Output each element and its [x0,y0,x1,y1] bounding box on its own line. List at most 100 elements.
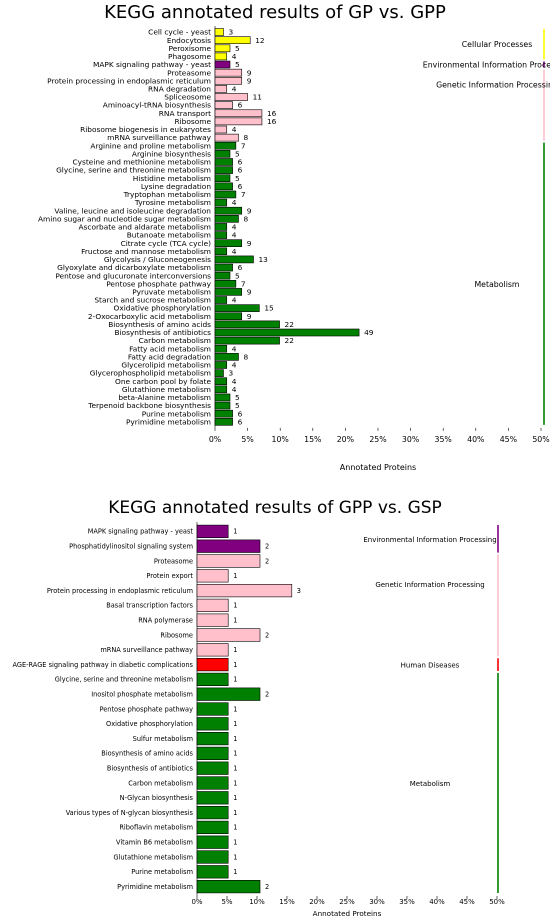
category-label-oxidative-phosphorylation: Oxidative phosphorylation [106,720,193,728]
x-axis-label: Annotated Proteins [340,463,416,472]
bar-purine-metabolism [214,409,233,418]
category-label-ribosome: Ribosome [174,117,211,126]
bar-sulfur-metabolism [196,732,229,746]
bar-ascorbate-and-aldarate-metabolism [214,223,228,231]
bar-starch-and-sucrose-metabolism [214,296,228,304]
bar-n-glycan-biosynthesis [196,791,229,805]
bar-chart-svg: Cell cycle - yeast 3 Endocytosis 12 Peroxiso… [38,26,550,472]
bar-pyrimidine-metabolism [214,418,233,426]
count-label-peroxisome: 5 [235,44,240,53]
count-label-basal-transcription-factors: 1 [233,602,237,610]
group-label-human-diseases: Human Diseases [401,662,460,670]
count-label-ribosome: 16 [267,117,277,126]
x-tick-label: 40% [429,898,445,906]
category-label-n-glycan-biosynthesis: N-Glycan biosynthesis [120,794,194,802]
bar-endocytosis [214,36,251,44]
count-label-mapk-signaling-pathway-yeast: 5 [235,60,240,69]
x-axis-label: Annotated Proteins [313,909,382,918]
count-label-fatty-acid-degradation: 8 [243,352,248,361]
category-label-glycolysis-gluconeogenesis: Glycolysis / Gluconeogenesis [104,255,211,264]
count-label-cell-cycle-yeast: 3 [228,28,233,37]
bar-glycerophospholipid-metabolism [214,369,224,377]
count-label-various-types-of-n-glycan-biosynthesis: 1 [233,809,237,817]
count-label-proteasome: 9 [247,68,252,77]
category-label-starch-and-sucrose-metabolism: Starch and sucrose metabolism [94,296,211,305]
category-label-histidine-metabolism: Histidine metabolism [133,174,211,183]
count-label-oxidative-phosphorylation: 15 [264,304,274,313]
category-label-tyrosine-metabolism: Tyrosine metabolism [134,198,211,207]
count-label-pentose-phosphate-pathway: 7 [241,279,246,288]
count-label-purine-metabolism: 6 [238,409,243,418]
count-label-2-oxocarboxylic-acid-metabolism: 9 [247,312,252,321]
group-label-metabolism: Metabolism [474,280,519,289]
bar-amino-sugar-and-nucleotide-sugar-metabolism [214,215,239,223]
count-label-starch-and-sucrose-metabolism: 4 [232,296,237,305]
category-label-endocytosis: Endocytosis [167,36,211,45]
category-label-proteasome: Proteasome [167,68,211,77]
category-label-glycine-serine-and-threonine-metabolism: Glycine, serine and threonine metabolism [55,676,193,684]
count-label-riboflavin-metabolism: 1 [233,824,237,832]
x-tick-label: 50% [489,898,505,906]
x-tick-label: 15% [279,898,295,906]
bar-purine-metabolism [196,865,229,879]
x-tick-label: 30% [369,898,385,906]
category-label-age-rage-signaling-pathway-in-diabetic-complications: AGE-RAGE signaling pathway in diabetic c… [12,661,193,669]
category-label-peroxisome: Peroxisome [169,44,212,53]
count-label-mrna-surveillance-pathway: 8 [243,133,248,142]
category-label-protein-processing-in-endoplasmic-reticulum: Protein processing in endoplasmic reticu… [47,587,193,595]
count-label-phosphatidylinositol-signaling-system: 2 [265,543,269,551]
kegg-chart-gpp-vs-gsp: KEGG annotated results of GPP vs. GSP MA… [0,495,550,921]
bar-aminoacyl-trna-biosynthesis [214,101,233,109]
x-tick-label: 10% [272,435,289,444]
bar-ribosome [214,117,263,126]
bar-pentose-phosphate-pathway [196,702,229,716]
bar-ribosome [196,628,261,642]
count-label-fatty-acid-metabolism: 4 [232,344,237,353]
bar-biosynthesis-of-antibiotics [214,328,360,337]
x-tick-label: 0% [209,435,221,444]
bar-2-oxocarboxylic-acid-metabolism [214,312,243,321]
category-label-amino-sugar-and-nucleotide-sugar-metabolism: Amino sugar and nucleotide sugar metabol… [38,214,211,223]
x-tick-label: 35% [435,435,452,444]
count-label-ribosome-biogenesis-in-eukaryotes: 4 [232,125,237,134]
count-label-lysine-degradation: 6 [238,182,243,191]
bar-spliceosome [214,93,248,101]
bar-proteasome [214,68,243,77]
category-label-butanoate-metabolism: Butanoate metabolism [127,231,211,240]
category-label-vitamin-b6-metabolism: Vitamin B6 metabolism [116,839,193,847]
x-tick-label: 35% [399,898,415,906]
bar-glycerolipid-metabolism [214,361,228,369]
bar-tryptophan-metabolism [214,190,237,199]
category-label-mapk-signaling-pathway-yeast: MAPK signaling pathway - yeast [93,60,211,69]
bar-beta-alanine-metabolism [214,393,231,402]
count-label-protein-processing-in-endoplasmic-reticulum: 9 [247,76,252,85]
count-label-protein-processing-in-endoplasmic-reticulum: 3 [297,587,301,595]
bar-pentose-phosphate-pathway [214,279,237,288]
x-tick-label: 5% [221,898,232,906]
count-label-carbon-metabolism: 22 [285,336,294,345]
x-tick-label: 45% [459,898,475,906]
bar-cell-cycle-yeast [214,28,224,36]
category-label-glycerophospholipid-metabolism: Glycerophospholipid metabolism [90,369,211,378]
bar-proteasome [196,554,261,568]
bar-pyruvate-metabolism [214,288,243,296]
bar-chart-svg: MAPK signaling pathway - yeast 1 Phosphati… [12,522,505,918]
bar-oxidative-phosphorylation [214,304,260,312]
bar-peroxisome [214,44,231,53]
bar-glycine-serine-and-threonine-metabolism [196,672,229,687]
category-label-terpenoid-backbone-biosynthesis: Terpenoid backbone biosynthesis [87,401,211,410]
bar-carbon-metabolism [196,776,229,790]
category-label-beta-alanine-metabolism: beta-Alanine metabolism [118,393,211,402]
category-label-glycine-serine-and-threonine-metabolism: Glycine, serine and threonine metabolism [56,166,211,175]
category-label-various-types-of-n-glycan-biosynthesis: Various types of N-glycan biosynthesis [66,809,194,817]
category-label-mrna-surveillance-pathway: mRNA surveillance pathway [107,133,211,142]
bar-citrate-cycle-tca-cycle [214,239,243,247]
count-label-proteasome: 2 [265,557,269,565]
bar-butanoate-metabolism [214,231,228,239]
bar-oxidative-phosphorylation [196,717,229,731]
bar-protein-processing-in-endoplasmic-reticulum [196,584,293,598]
x-tick-label: 10% [249,898,265,906]
bar-biosynthesis-of-antibiotics [196,761,229,775]
x-tick-label: 50% [532,435,549,444]
count-label-biosynthesis-of-amino-acids: 22 [285,320,294,329]
